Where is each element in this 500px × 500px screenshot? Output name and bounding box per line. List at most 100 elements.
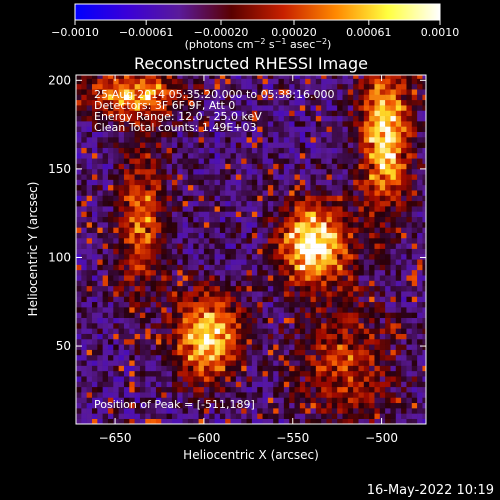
heatmap-cell xyxy=(390,200,397,207)
heatmap-cell xyxy=(182,211,189,218)
heatmap-cell xyxy=(267,397,274,404)
heatmap-cell xyxy=(198,418,205,424)
heatmap-cell xyxy=(203,99,210,106)
heatmap-cell xyxy=(86,301,93,308)
heatmap-cell xyxy=(198,259,205,265)
heatmap-cell xyxy=(203,237,210,244)
heatmap-cell xyxy=(209,285,215,292)
heatmap-cell xyxy=(198,243,205,249)
heatmap-cell xyxy=(134,243,141,249)
heatmap-cell xyxy=(91,259,98,265)
heatmap-cell xyxy=(283,168,290,175)
heatmap-cell xyxy=(262,323,269,329)
heatmap-cell xyxy=(289,99,295,106)
heatmap-cell xyxy=(401,354,407,361)
heatmap-cell xyxy=(235,386,242,393)
heatmap-cell xyxy=(299,137,306,143)
heatmap-cell xyxy=(363,365,370,372)
heatmap-cell xyxy=(225,158,231,164)
heatmap-cell xyxy=(209,152,215,159)
heatmap-cell xyxy=(305,323,311,329)
heatmap-cell xyxy=(379,413,386,419)
heatmap-cell xyxy=(203,115,210,122)
heatmap-cell xyxy=(134,211,141,218)
heatmap-cell xyxy=(241,216,247,223)
heatmap-cell xyxy=(401,323,407,329)
heatmap-cell xyxy=(347,142,354,148)
heatmap-cell xyxy=(305,147,311,154)
heatmap-cell xyxy=(150,75,157,79)
heatmap-cell xyxy=(310,179,317,186)
heatmap-cell xyxy=(406,168,413,175)
heatmap-cell xyxy=(385,312,391,319)
heatmap-cell xyxy=(214,269,221,276)
heatmap-cell xyxy=(182,386,189,393)
heatmap-cell xyxy=(401,291,407,297)
heatmap-cell xyxy=(262,131,269,138)
heatmap-cell xyxy=(139,121,146,127)
heatmap-cell xyxy=(278,195,285,202)
heatmap-cell xyxy=(395,360,402,366)
heatmap-cell xyxy=(166,280,173,287)
heatmap-cell xyxy=(166,83,173,90)
heatmap-cell xyxy=(278,376,285,382)
heatmap-cell xyxy=(395,94,402,101)
heatmap-cell xyxy=(267,328,274,334)
heatmap-cell xyxy=(150,275,157,281)
heatmap-cell xyxy=(374,216,381,223)
heatmap-cell xyxy=(379,360,386,366)
heatmap-cell xyxy=(390,344,397,350)
heatmap-cell xyxy=(406,211,413,218)
heatmap-cell xyxy=(262,121,269,127)
heatmap-cell xyxy=(155,253,162,260)
heatmap-cell xyxy=(251,333,258,340)
heatmap-cell xyxy=(134,121,141,127)
heatmap-cell xyxy=(326,381,333,388)
heatmap-cell xyxy=(113,83,119,90)
heatmap-cell xyxy=(97,328,103,334)
heatmap-cell xyxy=(150,344,157,350)
heatmap-cell xyxy=(342,78,349,85)
heatmap-cell xyxy=(353,232,359,239)
heatmap-cell xyxy=(267,291,274,297)
heatmap-cell xyxy=(310,275,317,281)
heatmap-cell xyxy=(305,349,311,356)
heatmap-cell xyxy=(134,296,141,303)
heatmap-cell xyxy=(123,418,130,424)
heatmap-cell xyxy=(171,137,178,143)
heatmap-cell xyxy=(129,158,135,164)
heatmap-cell xyxy=(369,259,375,265)
heatmap-cell xyxy=(219,328,226,334)
heatmap-cell xyxy=(347,190,354,196)
heatmap-cell xyxy=(385,142,391,148)
heatmap-cell xyxy=(385,195,391,202)
heatmap-cell xyxy=(209,163,215,170)
heatmap-cell xyxy=(347,392,354,398)
heatmap-cell xyxy=(385,248,391,255)
heatmap-cell xyxy=(155,126,162,132)
heatmap-cell xyxy=(385,413,391,419)
heatmap-cell xyxy=(198,392,205,398)
heatmap-cell xyxy=(257,83,263,90)
heatmap-cell xyxy=(193,200,199,207)
heatmap-cell xyxy=(225,78,231,85)
heatmap-cell xyxy=(358,99,365,106)
heatmap-cell xyxy=(113,227,119,233)
heatmap-cell xyxy=(246,301,253,308)
heatmap-cell xyxy=(273,99,279,106)
heatmap-cell xyxy=(411,121,418,127)
heatmap-cell xyxy=(81,184,87,191)
heatmap-cell xyxy=(417,211,423,218)
heatmap-cell xyxy=(155,222,162,228)
heatmap-cell xyxy=(369,152,375,159)
heatmap-cell xyxy=(107,397,114,404)
heatmap-cell xyxy=(123,190,130,196)
heatmap-cell xyxy=(283,237,290,244)
heatmap-cell xyxy=(129,328,135,334)
heatmap-cell xyxy=(305,184,311,191)
heatmap-cell xyxy=(262,413,269,419)
heatmap-cell xyxy=(299,131,306,138)
heatmap-cell xyxy=(358,317,365,324)
heatmap-cell xyxy=(150,264,157,271)
heatmap-cell xyxy=(113,338,119,345)
